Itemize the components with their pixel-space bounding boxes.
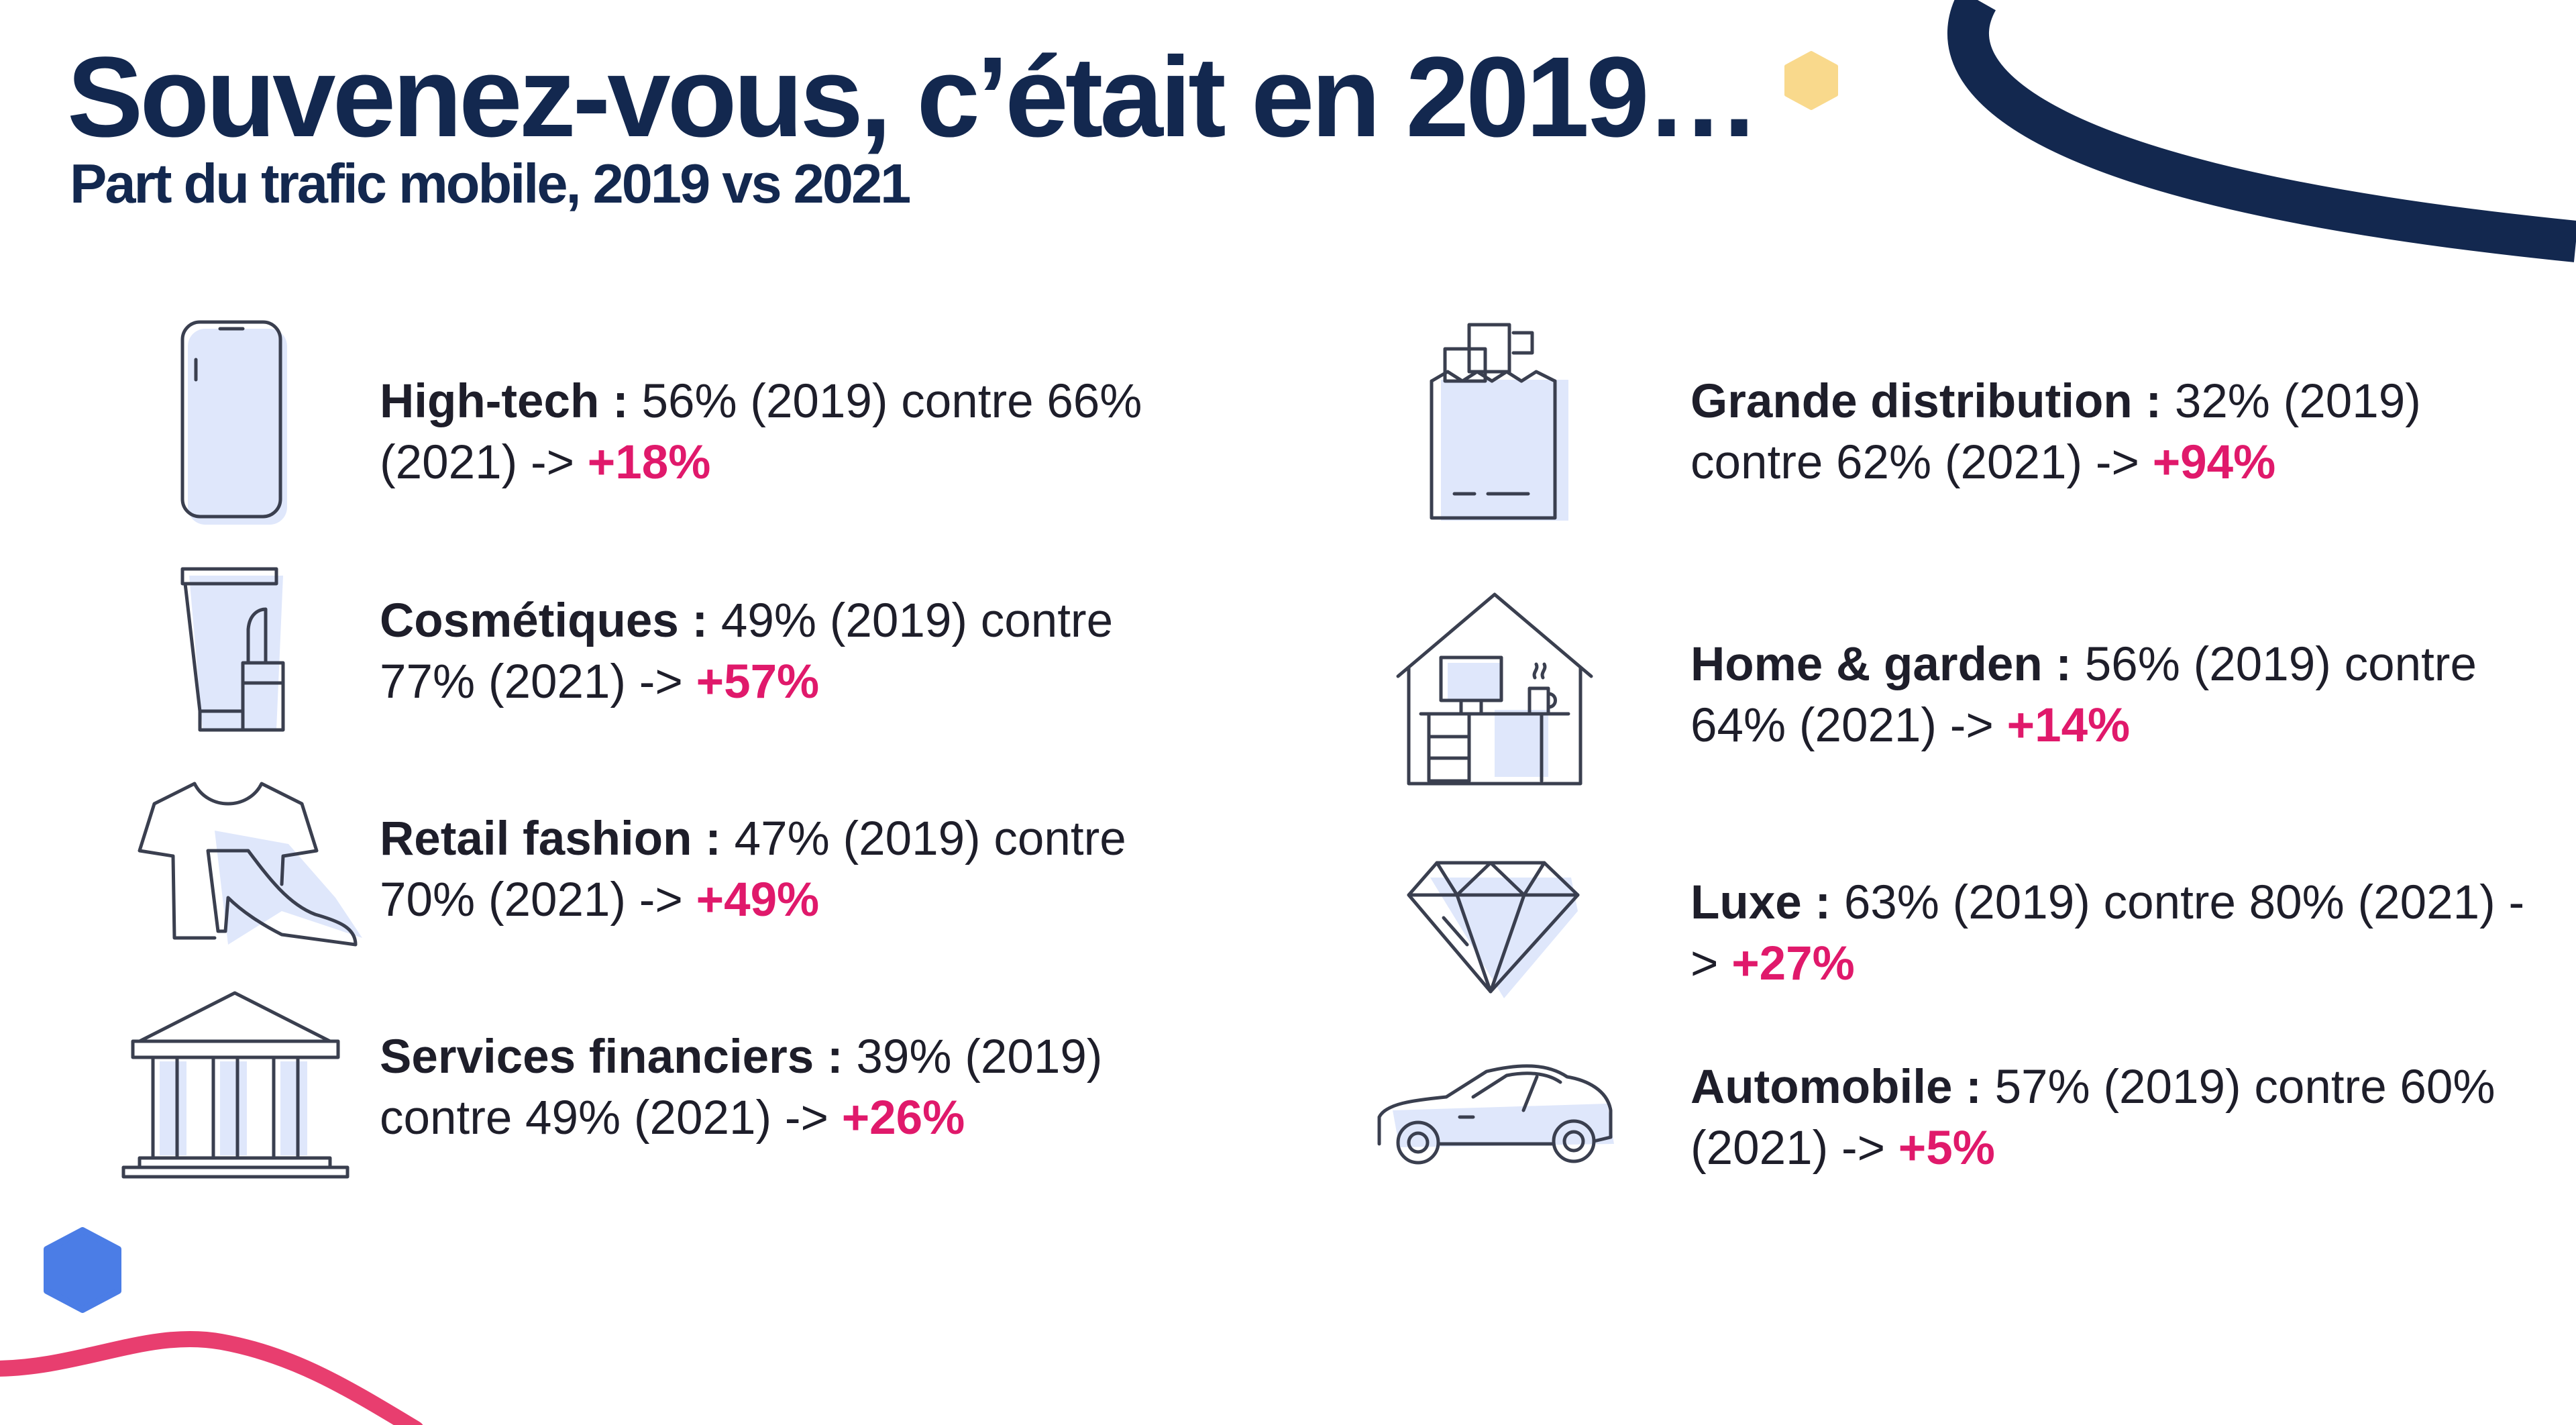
stat-services-financiers: Services financiers : 39% (2019) contre …	[380, 1026, 1185, 1149]
stat-label: High-tech :	[380, 375, 629, 428]
stat-cosmetiques: Cosmétiques : 49% (2019) contre 77% (202…	[380, 590, 1158, 712]
stat-label: Cosmétiques :	[380, 594, 708, 647]
diamond-icon	[1403, 857, 1585, 1005]
stat-high-tech: High-tech : 56% (2019) contre 66% (2021)…	[380, 371, 1185, 493]
car-icon	[1373, 1063, 1621, 1165]
cosmetics-icon	[176, 562, 297, 737]
stat-automobile: Automobile : 57% (2019) contre 60% (2021…	[1690, 1057, 2542, 1179]
fashion-icon	[134, 777, 369, 951]
stat-delta: +57%	[696, 655, 820, 708]
stat-delta: +27%	[1731, 937, 1855, 990]
home-office-icon	[1394, 589, 1602, 790]
stat-values: 63% (2019) contre 80% (2021) ->	[1690, 876, 2525, 990]
stat-delta: +18%	[587, 436, 711, 489]
navy-arc-decoration	[1947, 0, 2576, 262]
stat-delta: +5%	[1898, 1122, 1995, 1175]
stat-label: Services financiers :	[380, 1031, 843, 1084]
stat-label: Grande distribution :	[1690, 375, 2162, 428]
bank-icon	[119, 988, 354, 1182]
stat-values: 56% (2019) contre 66% (2021) ->	[380, 375, 1142, 489]
stat-values: 32% (2019) contre 62% (2021) ->	[1690, 375, 2421, 489]
stat-label: Luxe :	[1690, 876, 1831, 929]
page-subtitle: Part du trafic mobile, 2019 vs 2021	[70, 152, 911, 215]
page-title: Souvenez-vous, c’était en 2019…	[67, 34, 1760, 161]
stat-grande-distribution: Grande distribution : 32% (2019) contre …	[1690, 371, 2496, 493]
stat-values: 57% (2019) contre 60% (2021) ->	[1690, 1061, 2496, 1175]
stat-delta: +49%	[696, 874, 820, 927]
stat-luxe: Luxe : 63% (2019) contre 80% (2021) -> +…	[1690, 872, 2536, 994]
stat-values: 49% (2019) contre 77% (2021) ->	[380, 594, 1114, 708]
stat-delta: +14%	[2006, 699, 2131, 752]
yellow-hexagon-decoration	[1784, 51, 1838, 110]
stat-label: Retail fashion :	[380, 812, 721, 865]
stat-values: 56% (2019) contre 64% (2021) ->	[1690, 638, 2477, 752]
stat-home-garden: Home & garden : 56% (2019) contre 64% (2…	[1690, 634, 2536, 756]
shopping-bag-icon	[1428, 319, 1575, 527]
stat-label: Automobile :	[1690, 1061, 1982, 1114]
stat-label: Home & garden :	[1690, 638, 2072, 691]
stat-values: 39% (2019) contre 49% (2021) ->	[380, 1031, 1103, 1145]
blue-hexagon-decoration	[44, 1227, 121, 1313]
smartphone-icon	[176, 319, 290, 527]
stat-delta: +94%	[2152, 436, 2276, 489]
stat-delta: +26%	[841, 1092, 965, 1145]
pink-wave-decoration	[0, 1330, 423, 1425]
stat-values: 47% (2019) contre 70% (2021) ->	[380, 812, 1126, 927]
stat-retail-fashion: Retail fashion : 47% (2019) contre 70% (…	[380, 808, 1198, 931]
